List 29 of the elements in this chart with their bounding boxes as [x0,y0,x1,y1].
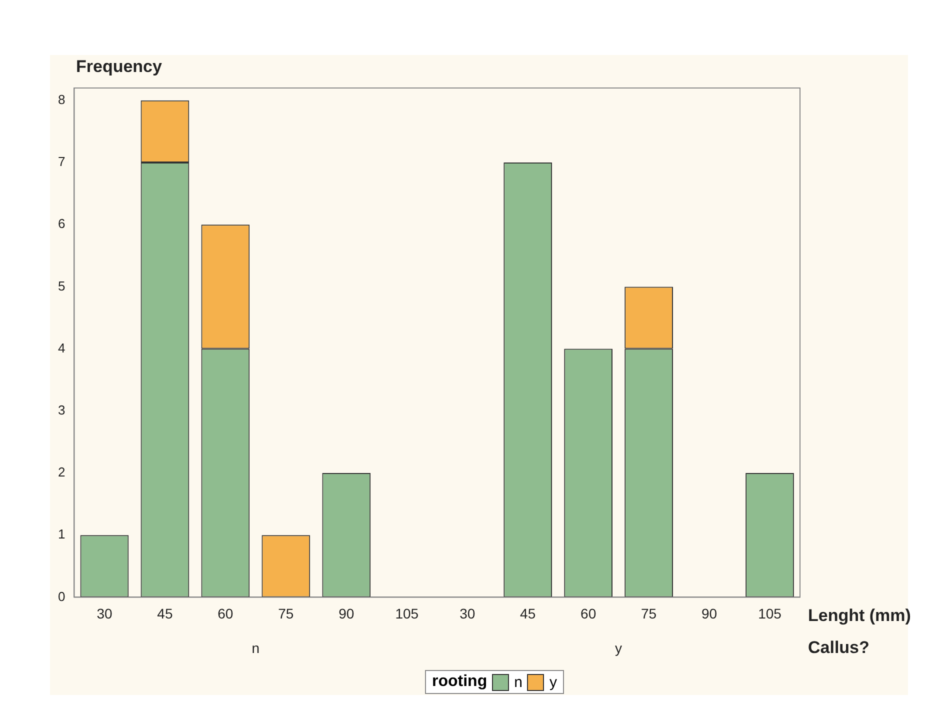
y-tick-label: 5 [58,278,66,294]
y-tick-label: 1 [58,526,66,542]
legend-label: n [514,674,522,690]
x-tick-label: 45 [157,605,173,622]
x-tick-label: 105 [758,605,782,622]
y-tick-label: 4 [58,340,66,356]
legend-label: y [549,674,557,690]
legend-title: rooting [432,673,488,691]
y-axis-title: Frequency [76,57,163,76]
x-tick-label: 75 [641,605,657,622]
y-tick-label: 0 [58,588,66,604]
y-tick-label: 2 [58,464,66,480]
text: Callus? [808,638,870,657]
x-tick-label: 105 [395,605,419,622]
x-tick-label: 90 [338,605,354,622]
text: n [252,640,260,656]
x-tick-label: 60 [580,605,596,622]
y-tick-label: 6 [58,216,66,232]
x-tick-label: 75 [278,605,294,622]
y-tick-label: 8 [58,92,66,107]
x-tick-label: 60 [218,605,234,622]
text: y [615,640,622,656]
y-tick-label: 7 [58,154,66,170]
x-axis-title: Lenght (mm) [808,606,911,625]
x-tick-label: 30 [96,605,112,622]
x-tick-label: 30 [460,605,476,622]
x-tick-label: 90 [701,605,718,622]
x-tick-label: 45 [520,605,536,622]
y-tick-label: 3 [58,402,66,418]
